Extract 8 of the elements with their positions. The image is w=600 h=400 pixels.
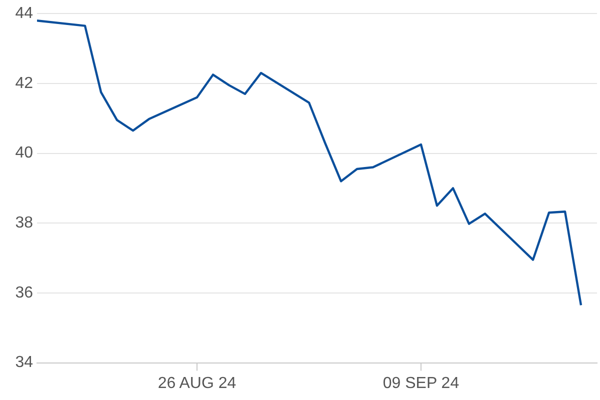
y-tick-label: 42 [15,74,34,92]
y-tick-label: 38 [15,214,34,232]
y-tick-label: 36 [15,284,34,302]
y-tick-label: 44 [15,5,34,22]
y-tick-label: 40 [15,144,34,162]
x-tick-label: 26 AUG 24 [158,374,236,392]
y-tick-label: 34 [15,354,34,372]
x-tick-label: 09 SEP 24 [382,374,460,392]
